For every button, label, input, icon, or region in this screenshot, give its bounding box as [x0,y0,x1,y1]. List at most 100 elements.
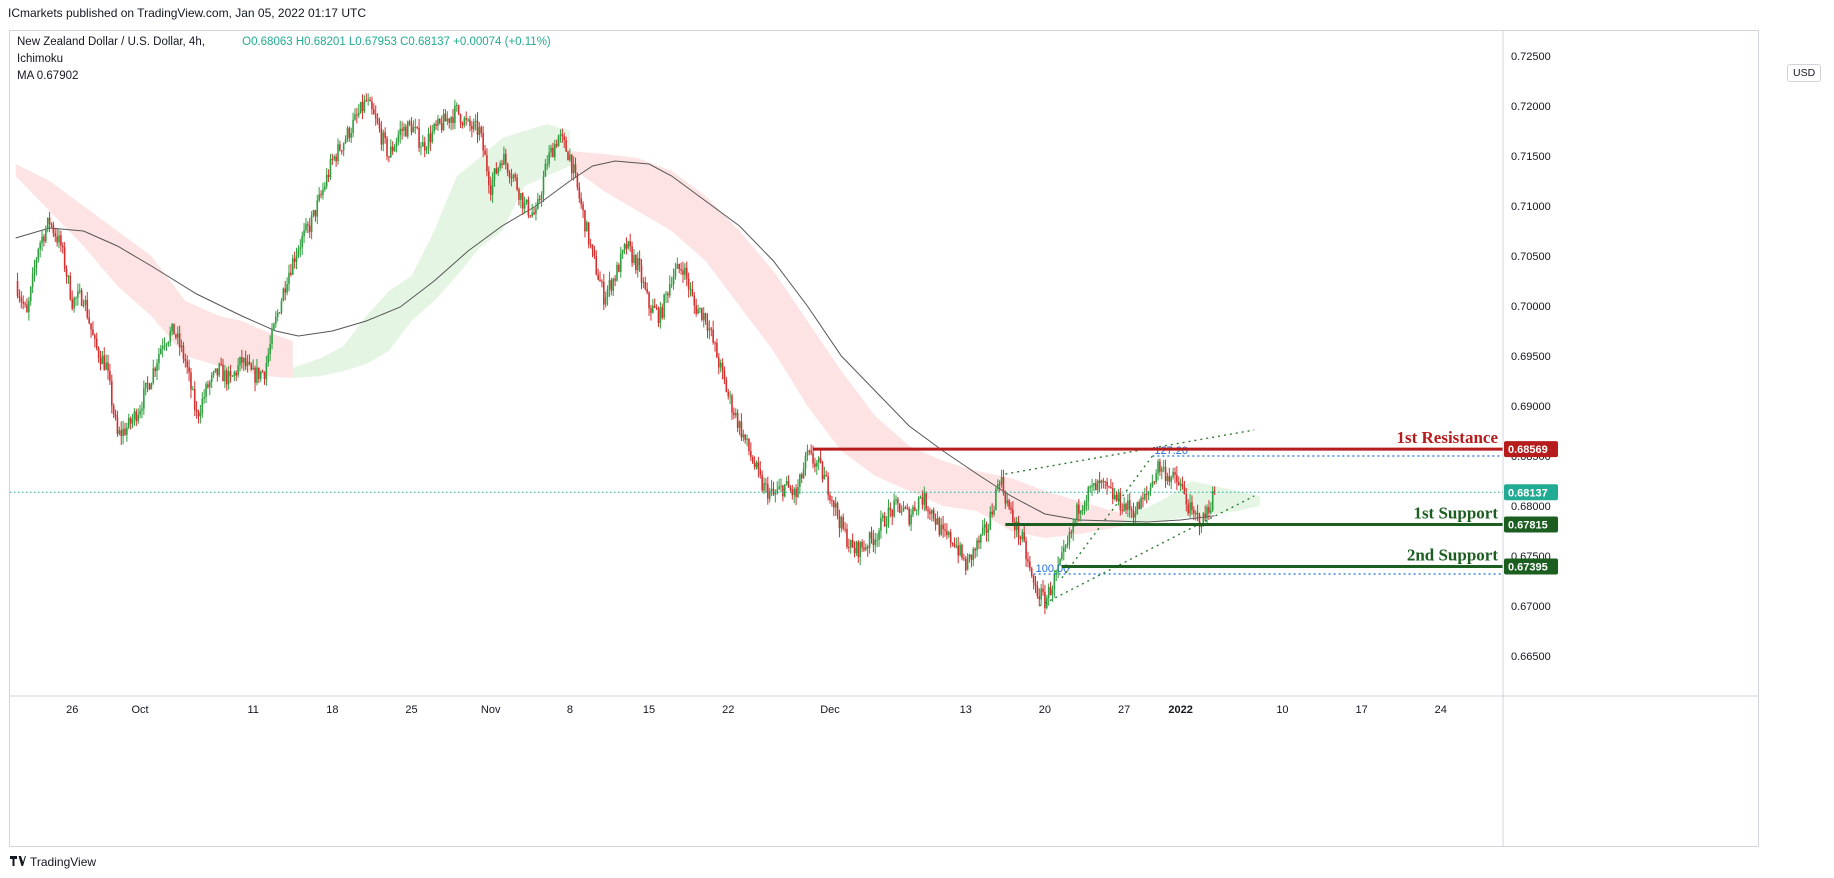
candle-body [224,370,226,382]
candle-body [22,301,24,304]
candle-body [391,146,394,152]
candle-body [751,457,754,464]
candle-body [205,384,207,398]
candle-body [635,254,637,271]
candle-body [684,267,686,275]
candle-body [114,414,117,418]
candle-body [46,217,49,230]
candle-body [444,113,447,122]
candle-body [759,469,762,476]
candle-body [1159,461,1161,472]
candle-body [727,392,730,397]
candle-body [872,538,875,546]
candle-body [1029,561,1031,569]
candle-body [1111,488,1114,500]
candle-body [186,361,188,368]
candle-body [45,229,47,242]
candle-body [431,131,434,143]
candle-body [865,547,867,550]
candle-body [601,281,603,283]
candle-body [1134,513,1137,518]
candle-body [439,118,441,124]
candle-body [1079,510,1082,514]
candle-body [774,492,777,495]
candle-body [33,267,36,274]
candle-body [158,354,160,364]
chart-frame[interactable]: 100.00 127.20 1st Resistance 1st Support 2nd… [9,30,1822,847]
candle-body [333,156,336,160]
candle-body [618,264,620,272]
candle-body [938,518,941,535]
candle-body [1040,588,1042,600]
candle-body [897,499,899,504]
candle-body [832,500,835,508]
candle-body [966,557,969,571]
candle-body [844,528,846,530]
candle-body [393,146,396,152]
candle-body [131,418,134,424]
candle-body [24,303,26,305]
x-tick-label: Nov [481,704,501,716]
ichimoku-cloud-bearish [15,164,293,378]
candle-body [65,268,68,277]
candle-body [704,313,707,322]
candle-body [863,547,865,550]
candle-body [146,382,149,385]
candle-body [898,503,901,513]
y-tick-label: 0.66500 [1511,651,1551,663]
candle-body [501,163,503,165]
candle-body [978,540,980,543]
candle-body [340,150,343,152]
candle-body [767,484,769,499]
candle-body [840,517,843,529]
candle-body [542,176,545,195]
candle-body [388,156,390,158]
candle-body [109,370,111,382]
candle-body [367,99,369,101]
candle-body [171,323,173,332]
candle-body [197,411,200,417]
candle-body [1098,480,1101,483]
candle-body [1042,588,1044,593]
candle-body [446,118,449,122]
y-tick-label: 0.70000 [1511,301,1551,313]
candle-body [488,171,490,186]
candle-body [1091,485,1093,488]
candle-body [167,341,170,345]
candle-body [1074,519,1076,523]
indicator-ichimoku[interactable]: Ichimoku [17,53,64,65]
candle-body [1189,502,1191,514]
candle-body [192,389,194,391]
candle-body [427,133,430,149]
candle-body [917,497,920,510]
candle-body [1061,552,1063,559]
candle-body [923,493,926,505]
candle-body [448,118,451,123]
candle-body [1019,537,1022,539]
candle-body [126,427,128,435]
symbol-title[interactable]: New Zealand Dollar / U.S. Dollar, 4h, [17,36,205,48]
candle-body [225,370,228,385]
tradingview-brand[interactable]: TradingView [10,855,96,869]
candle-body [981,527,984,535]
currency-badge[interactable]: USD [1787,64,1822,82]
candle-body [640,265,643,283]
candle-body [944,529,946,531]
candle-body [1059,558,1061,565]
x-tick-label: 8 [567,704,573,716]
candle-body [369,99,371,102]
level-price-tag: 0.67815 [1508,520,1548,532]
candle-body [201,398,204,414]
candle-body [141,408,143,411]
candle-body [1068,532,1071,544]
candle-body [514,174,517,178]
candle-body [963,558,965,560]
candle-body [1119,492,1122,510]
candle-body [344,139,347,144]
candle-body [1155,473,1157,482]
indicator-ma[interactable]: MA 0.67902 [17,70,79,82]
candle-body [239,357,241,366]
candle-body [740,421,743,438]
candle-body [825,475,828,477]
